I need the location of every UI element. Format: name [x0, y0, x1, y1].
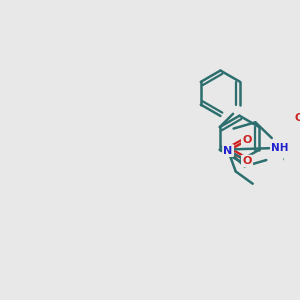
Text: O: O [242, 156, 252, 166]
Text: O: O [242, 135, 252, 145]
Text: N: N [224, 146, 233, 156]
Text: S: S [224, 146, 232, 156]
Text: O: O [294, 112, 300, 123]
Text: NH: NH [271, 143, 289, 153]
